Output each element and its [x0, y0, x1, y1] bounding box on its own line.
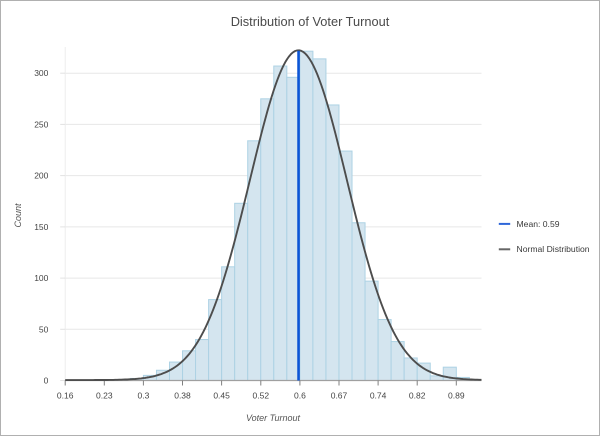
svg-text:0.52: 0.52	[253, 391, 270, 401]
svg-text:200: 200	[34, 171, 48, 181]
svg-text:50: 50	[39, 324, 49, 334]
svg-text:0.89: 0.89	[448, 391, 465, 401]
svg-text:300: 300	[34, 68, 48, 78]
svg-text:0.74: 0.74	[370, 391, 387, 401]
svg-text:Normal Distribution: Normal Distribution	[517, 244, 590, 254]
svg-text:0.45: 0.45	[213, 391, 230, 401]
svg-text:0.3: 0.3	[137, 391, 149, 401]
svg-text:0.67: 0.67	[331, 391, 348, 401]
svg-text:Count: Count	[13, 203, 23, 228]
svg-text:0.16: 0.16	[57, 391, 74, 401]
svg-text:250: 250	[34, 119, 48, 129]
svg-text:0.38: 0.38	[174, 391, 191, 401]
svg-text:0.23: 0.23	[96, 391, 113, 401]
svg-text:0: 0	[44, 376, 49, 386]
svg-text:0.6: 0.6	[294, 391, 306, 401]
svg-text:150: 150	[34, 222, 48, 232]
svg-text:Mean: 0.59: Mean: 0.59	[517, 219, 560, 229]
svg-text:0.82: 0.82	[409, 391, 426, 401]
svg-text:Voter Turnout: Voter Turnout	[246, 413, 301, 423]
svg-text:Distribution of Voter Turnout: Distribution of Voter Turnout	[231, 14, 390, 29]
svg-text:100: 100	[34, 273, 48, 283]
